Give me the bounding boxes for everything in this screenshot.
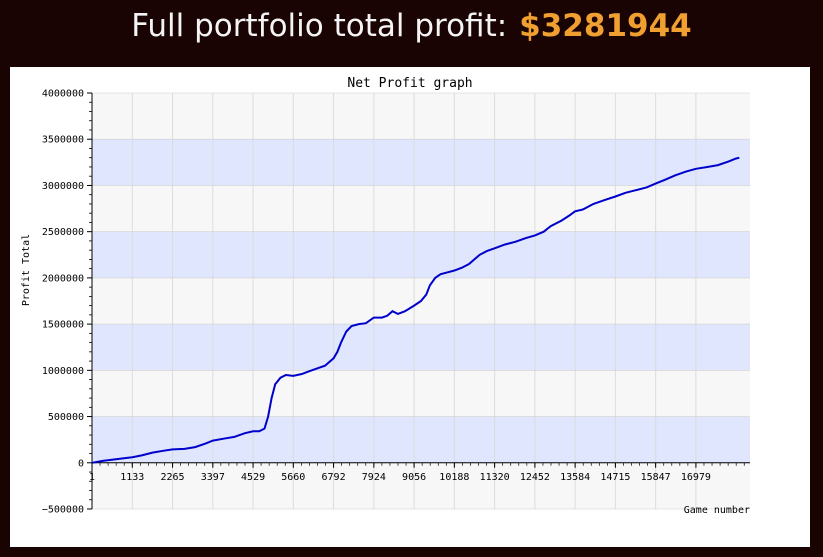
x-axis-label: Game number xyxy=(684,505,750,516)
y-tick-label: 3500000 xyxy=(42,135,84,146)
y-tick-label: 4000000 xyxy=(42,89,84,100)
x-tick-label: 5660 xyxy=(281,472,305,483)
x-tick-label: 6792 xyxy=(322,472,346,483)
y-ticks: −500000 0 500000 1000000 1500000 2000000 25000… xyxy=(42,89,92,516)
net-profit-chart: −500000 0 500000 1000000 1500000 2000000 25000… xyxy=(21,76,750,516)
x-ticks: 1 1133 2265 3397 4529 5660 6792 7924 9056 10188 11… xyxy=(89,462,745,483)
x-tick-label: 1 xyxy=(89,472,95,483)
x-tick-label: 11320 xyxy=(480,472,510,483)
x-tick-label: 7924 xyxy=(362,472,386,483)
plot-band xyxy=(92,185,750,232)
x-tick-label: 4529 xyxy=(241,472,265,483)
x-tick-label: 10188 xyxy=(439,472,469,483)
y-tick-label: 500000 xyxy=(48,412,84,423)
x-tick-label: 12452 xyxy=(520,472,550,483)
plot-band xyxy=(92,139,750,186)
x-tick-label: 15847 xyxy=(641,472,671,483)
y-tick-label: 2500000 xyxy=(42,227,84,238)
portfolio-profit-header: Full portfolio total profit: $3281944 xyxy=(0,0,823,52)
chart-title: Net Profit graph xyxy=(347,76,472,91)
axes xyxy=(91,93,750,509)
x-tick-label: 2265 xyxy=(161,472,185,483)
y-tick-label: 2000000 xyxy=(42,273,84,284)
total-profit-amount: $3281944 xyxy=(519,8,692,44)
x-tick-label: 9056 xyxy=(402,472,426,483)
header-label: Full portfolio total profit: xyxy=(131,8,508,44)
plot-band xyxy=(92,324,750,371)
y-tick-label: 1500000 xyxy=(42,320,84,331)
x-tick-label: 14715 xyxy=(600,472,630,483)
x-tick-label: 16979 xyxy=(681,472,711,483)
y-axis-label: Profit Total xyxy=(21,234,32,306)
plot-band xyxy=(92,462,750,509)
y-tick-label: 3000000 xyxy=(42,181,84,192)
y-tick-label: −500000 xyxy=(42,505,84,516)
x-tick-label: 13584 xyxy=(560,472,590,483)
plot-band xyxy=(92,231,750,278)
plot-band xyxy=(92,370,750,417)
plot-band xyxy=(92,416,750,463)
profit-series-line xyxy=(91,156,740,464)
y-tick-label: 1000000 xyxy=(42,366,84,377)
x-tick-label: 3397 xyxy=(201,472,225,483)
chart-panel: −500000 0 500000 1000000 1500000 2000000 25000… xyxy=(10,67,810,547)
x-tick-label: 1133 xyxy=(120,472,144,483)
y-tick-label: 0 xyxy=(78,458,84,469)
plot-band xyxy=(92,93,750,140)
